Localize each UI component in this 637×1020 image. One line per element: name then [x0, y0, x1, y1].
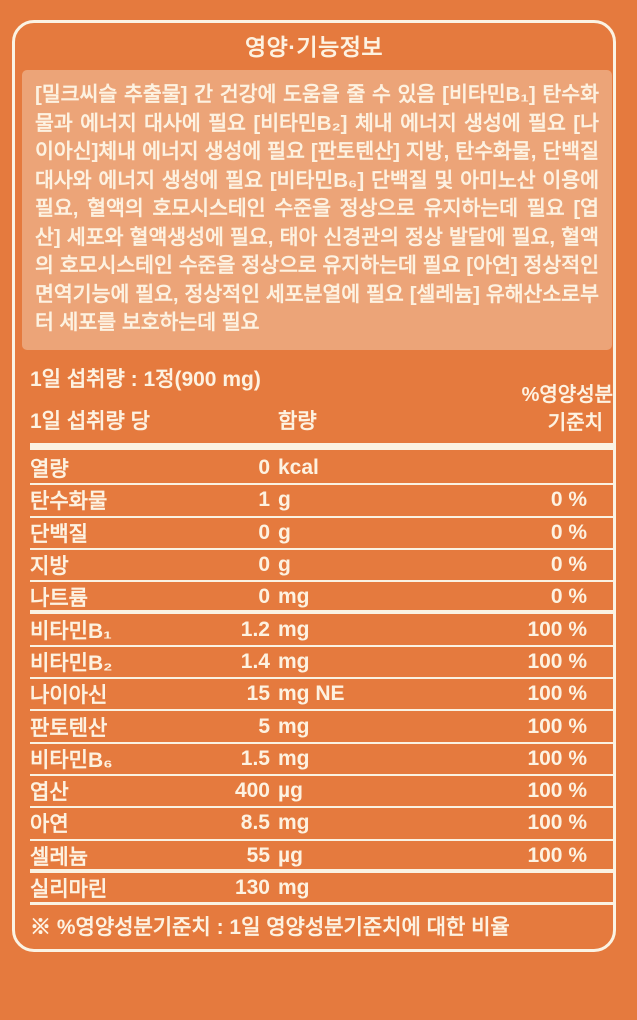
nutrient-percent: 0 % — [550, 585, 587, 609]
nutrient-row: 아연 8.5 mg 100 % — [30, 808, 613, 841]
serving-header: 1일 섭취량 : 1정(900 mg) %영양성분 1일 섭취량 당 함량 기준… — [30, 363, 613, 435]
nutrient-row: 판토텐산 5 mg 100 % — [30, 711, 613, 744]
nutrient-unit: mg — [278, 811, 310, 835]
per-serving-header: 1일 섭취량 당 — [30, 410, 150, 433]
nutrient-amount: 8.5 — [240, 811, 270, 835]
nutrient-amount: 55 — [246, 843, 270, 867]
nutrient-amount: 130 — [234, 875, 270, 899]
percent-daily-value-footnote: ※ %영양성분기준치 : 1일 영양성분기준치에 대한 비율 — [30, 916, 510, 939]
nutrient-amount: 0 — [258, 456, 270, 480]
nutrient-row: 셀레늄 55 µg 100 % — [30, 841, 613, 873]
nutrient-row: 지방 0 g 0 % — [30, 550, 613, 583]
nutrient-row: 나이아신 15 mg NE 100 % — [30, 679, 613, 712]
nutrient-row: 엽산 400 µg 100 % — [30, 776, 613, 809]
nutrient-percent: 0 % — [550, 488, 587, 512]
nutrient-amount: 0 — [258, 520, 270, 544]
label-title: 영양·기능정보 — [244, 34, 384, 60]
nutrient-percent: 100 % — [527, 617, 587, 641]
nutrient-name: 비타민B₂ — [30, 651, 113, 675]
nutrient-name: 나이아신 — [30, 684, 108, 708]
nutrient-percent: 0 % — [550, 553, 587, 577]
nutrient-row: 비타민B₂ 1.4 mg 100 % — [30, 647, 613, 680]
nutrient-unit: mg — [278, 585, 310, 609]
nutrient-unit: g — [278, 488, 291, 512]
nutrient-name: 실리마린 — [30, 877, 108, 901]
nutrient-percent: 0 % — [550, 520, 587, 544]
nutrient-percent: 100 % — [527, 811, 587, 835]
nutrient-amount: 1.5 — [240, 746, 270, 770]
nutrient-amount: 1 — [258, 488, 270, 512]
nutrient-unit: kcal — [278, 456, 319, 480]
nutrient-amount: 1.2 — [240, 617, 270, 641]
nutrient-name: 나트륨 — [30, 587, 88, 611]
nutrient-unit: µg — [278, 843, 303, 867]
nutrient-amount: 400 — [234, 779, 270, 803]
nutrient-table: 열량 0 kcal 탄수화물 1 g 0 % 단백질 0 g 0 % 지방 0 … — [30, 453, 613, 906]
nutrient-row: 열량 0 kcal — [30, 453, 613, 486]
nutrient-name: 판토텐산 — [30, 716, 108, 740]
nutrient-row: 탄수화물 1 g 0 % — [30, 485, 613, 518]
nutrient-unit: g — [278, 520, 291, 544]
nutrient-unit: mg — [278, 649, 310, 673]
nutrient-row: 비타민B₆ 1.5 mg 100 % — [30, 744, 613, 776]
nutrient-name: 지방 — [30, 555, 69, 579]
nutrient-percent: 100 % — [527, 649, 587, 673]
nutrient-percent: 100 % — [527, 843, 587, 867]
nutrient-unit: mg — [278, 714, 310, 738]
functional-description-panel: [밀크씨슬 추출물] 간 건강에 도움을 줄 수 있음 [비타민B₁] 탄수화물… — [22, 70, 612, 350]
nutrient-amount: 1.4 — [240, 649, 270, 673]
nutrient-percent: 100 % — [527, 746, 587, 770]
nutrient-row: 나트륨 0 mg 0 % — [30, 582, 613, 615]
nutrient-percent: 100 % — [527, 779, 587, 803]
nutrient-row: 단백질 0 g 0 % — [30, 518, 613, 550]
nutrient-percent: 100 % — [527, 682, 587, 706]
nutrient-unit: mg NE — [278, 682, 345, 706]
nutrient-amount: 15 — [246, 682, 270, 706]
nutrient-unit: mg — [278, 875, 310, 899]
nutrient-unit: g — [278, 553, 291, 577]
nutrient-unit: µg — [278, 779, 303, 803]
nutrient-amount: 0 — [258, 553, 270, 577]
nutrient-name: 비타민B₁ — [30, 619, 112, 643]
percent-daily-value-header-line2: 기준치 — [547, 412, 603, 434]
amount-header: 함량 — [278, 410, 317, 433]
nutrient-percent: 100 % — [527, 714, 587, 738]
nutrient-name: 열량 — [30, 458, 69, 482]
nutrient-name: 비타민B₆ — [30, 748, 113, 772]
nutrient-name: 탄수화물 — [30, 490, 108, 514]
nutrient-row: 비타민B₁ 1.2 mg 100 % — [30, 614, 613, 647]
nutrient-row: 실리마린 130 mg — [30, 873, 613, 906]
daily-intake-label: 1일 섭취량 : 1정(900 mg) — [30, 368, 261, 391]
nutrient-amount: 0 — [258, 585, 270, 609]
nutrient-unit: mg — [278, 617, 310, 641]
nutrient-amount: 5 — [258, 714, 270, 738]
nutrient-name: 단백질 — [30, 522, 88, 546]
nutrition-label-panel: 영양·기능정보 [밀크씨슬 추출물] 간 건강에 도움을 줄 수 있음 [비타민… — [12, 20, 616, 952]
percent-daily-value-header-line1: %영양성분 — [521, 384, 613, 406]
nutrient-unit: mg — [278, 746, 310, 770]
nutrient-name: 셀레늄 — [30, 845, 88, 869]
nutrient-name: 아연 — [30, 813, 69, 837]
table-top-divider — [30, 443, 615, 450]
nutrient-name: 엽산 — [30, 781, 69, 805]
